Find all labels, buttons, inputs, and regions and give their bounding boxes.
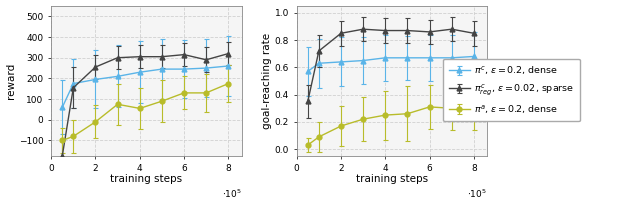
Y-axis label: goal-reaching rate: goal-reaching rate xyxy=(262,33,272,129)
Legend: $\pi^c$, $\epsilon = 0.2$, dense, $\pi^c_{reg}$, $\epsilon = 0.02$, sparse, $\pi: $\pi^c$, $\epsilon = 0.2$, dense, $\pi^c… xyxy=(443,59,580,121)
X-axis label: training steps: training steps xyxy=(356,174,428,184)
Y-axis label: reward: reward xyxy=(6,63,16,99)
Text: $\cdot10^5$: $\cdot10^5$ xyxy=(467,188,487,200)
Text: $\cdot10^5$: $\cdot10^5$ xyxy=(221,188,242,200)
X-axis label: training steps: training steps xyxy=(110,174,182,184)
